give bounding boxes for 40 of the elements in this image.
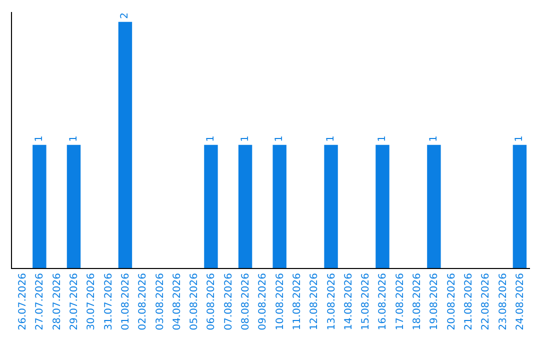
x-tick-label: 08.08.2026 — [240, 273, 252, 330]
x-tick-label: 18.08.2026 — [412, 273, 424, 330]
x-tick-label: 01.08.2026 — [120, 273, 132, 330]
x-tick-label: 27.07.2026 — [34, 273, 46, 330]
x-tick-label: 29.07.2026 — [69, 273, 80, 330]
data-label: 1 — [34, 136, 45, 142]
x-tick-label: 10.08.2026 — [274, 273, 286, 330]
data-label: 1 — [326, 136, 337, 142]
x-tick-label: 05.08.2026 — [189, 273, 200, 330]
x-tick-label: 19.08.2026 — [429, 273, 440, 330]
x-tick-label: 26.07.2026 — [18, 273, 29, 330]
x-tick-label: 12.08.2026 — [309, 273, 320, 330]
x-tick-label: 11.08.2026 — [292, 273, 303, 330]
x-tick-label: 09.08.2026 — [258, 273, 269, 330]
data-label: 2 — [120, 12, 131, 19]
x-tick-label: 30.07.2026 — [86, 273, 98, 330]
data-label: 1 — [68, 136, 80, 142]
x-tick-label: 31.07.2026 — [103, 273, 114, 330]
x-tick-label: 06.08.2026 — [206, 273, 218, 330]
x-tick-label: 24.08.2026 — [514, 273, 526, 330]
x-tick-label: 07.08.2026 — [223, 273, 234, 330]
x-tick-label: 17.08.2026 — [394, 273, 406, 330]
data-label: 1 — [428, 136, 440, 142]
x-tick-label: 04.08.2026 — [172, 273, 183, 330]
x-tick-label: 14.08.2026 — [343, 273, 354, 330]
x-tick-label: 22.08.2026 — [480, 273, 492, 330]
data-label: 1 — [514, 136, 526, 142]
data-label: 1 — [205, 136, 216, 142]
x-tick-label: 13.08.2026 — [326, 273, 338, 330]
x-tick-label: 15.08.2026 — [360, 273, 372, 330]
x-tick-label: 02.08.2026 — [138, 273, 149, 330]
x-tick-label: 23.08.2026 — [498, 273, 509, 330]
data-label: 1 — [274, 136, 286, 142]
x-tick-label: 03.08.2026 — [154, 273, 166, 330]
data-label: 1 — [240, 136, 251, 142]
data-label: 1 — [376, 136, 388, 142]
x-tick-label: 16.08.2026 — [378, 273, 389, 330]
x-tick-label: 28.07.2026 — [52, 273, 63, 330]
x-tick-label: 21.08.2026 — [464, 273, 474, 330]
x-tick-label: 20.08.2026 — [446, 273, 458, 330]
